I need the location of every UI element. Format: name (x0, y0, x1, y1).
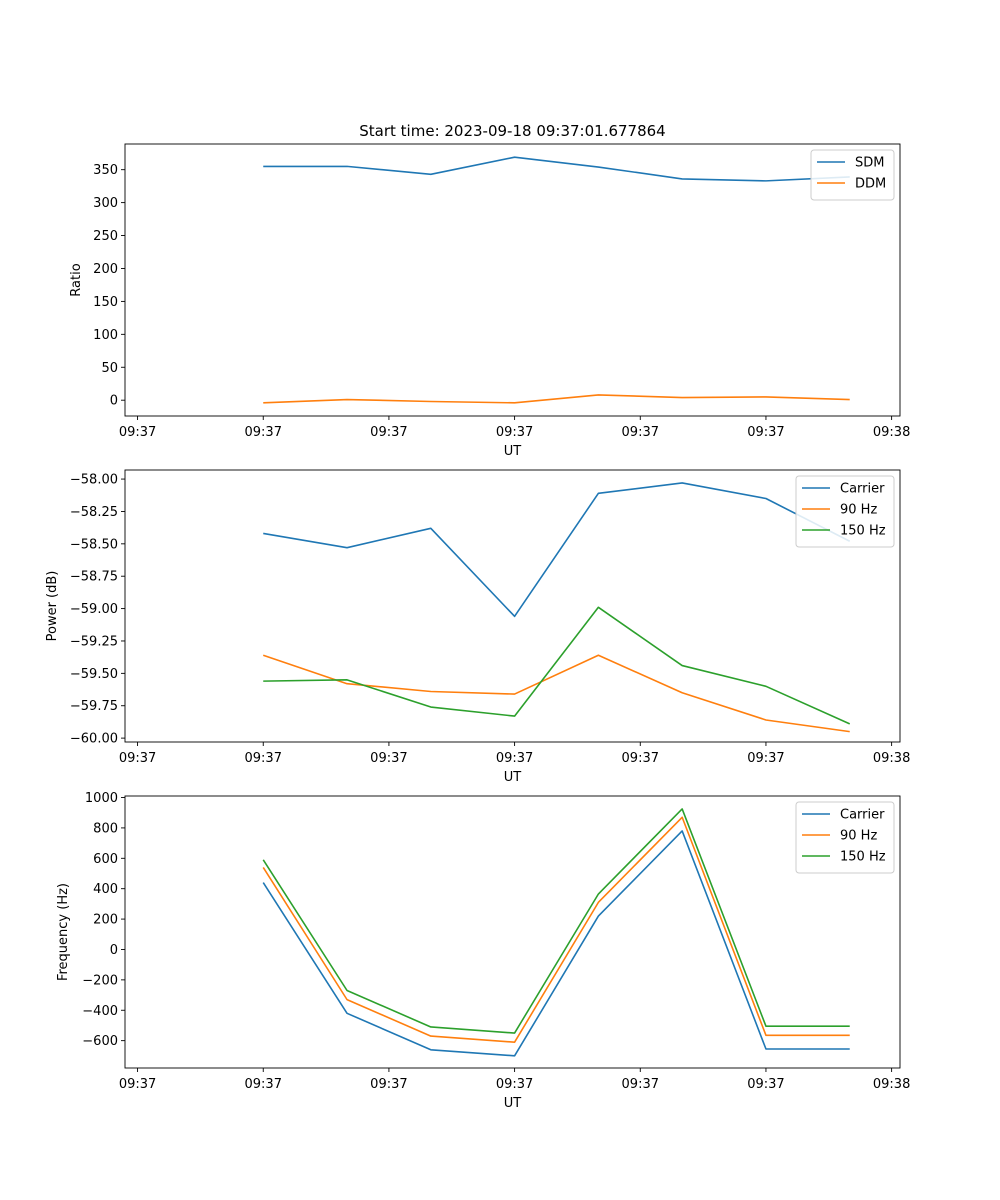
legend-label: Carrier (840, 808, 885, 823)
y-tick-label: 300 (93, 196, 118, 211)
series-line-90-hz (262, 654, 850, 733)
y-tick-label: 200 (93, 913, 118, 928)
y-tick-label: 1000 (85, 791, 118, 806)
chart-panel-2: −60.00 −59.75 −59.50 −59.25 −59.00 −58.75 −58.… (45, 469, 910, 785)
y-tick-label: −58.00 (70, 473, 118, 488)
x-tick-label: 09:38 (873, 425, 910, 440)
series-line-150-hz (263, 606, 851, 725)
x-tick-label: 09:37 (496, 751, 533, 766)
y-axis-label: Frequency (Hz) (56, 883, 71, 981)
series-line-carrier (263, 482, 851, 618)
x-axis-label: UT (504, 1096, 522, 1111)
chart-title: Start time: 2023-09-18 09:37:01.677864 (359, 122, 665, 140)
x-tick-label: 09:37 (747, 751, 784, 766)
series-line-carrier (262, 830, 850, 1057)
series-line-ddm (263, 394, 850, 404)
x-tick-label: 09:37 (747, 1077, 784, 1092)
y-tick-label: −58.75 (70, 570, 118, 585)
y-tick-label: −59.75 (70, 699, 118, 714)
legend: Carrier 90 Hz 150 Hz (795, 801, 895, 874)
y-tick-label: −58.50 (70, 537, 118, 552)
x-tick-label: 09:37 (119, 425, 156, 440)
y-tick-label: 100 (93, 328, 118, 343)
y-tick-label: 200 (93, 262, 118, 277)
y-tick-label: 600 (93, 852, 118, 867)
y-tick-label: 0 (110, 394, 118, 409)
chart-panel-1: Start time: 2023-09-18 09:37:01.677864 0 5… (69, 122, 910, 459)
x-tick-label: 09:37 (622, 425, 659, 440)
x-tick-label: 09:37 (370, 751, 407, 766)
x-tick-label: 09:37 (496, 425, 533, 440)
y-axis-label: Ratio (69, 263, 84, 296)
y-tick-label: −60.00 (70, 732, 118, 747)
y-tick-label: 800 (93, 821, 118, 836)
y-tick-label: −400 (82, 1004, 118, 1019)
legend: Carrier 90 Hz 150 Hz (795, 475, 895, 548)
legend-label: DDM (855, 177, 886, 192)
x-tick-label: 09:37 (747, 425, 784, 440)
axes-frame (124, 143, 901, 417)
y-axis-label: Power (dB) (45, 571, 60, 642)
x-tick-label: 09:37 (119, 1077, 156, 1092)
x-tick-label: 09:37 (370, 425, 407, 440)
x-axis-label: UT (504, 444, 522, 459)
x-tick-label: 09:37 (119, 751, 156, 766)
legend-label: 150 Hz (840, 850, 886, 865)
y-tick-label: −59.00 (70, 602, 118, 617)
y-tick-label: −200 (82, 973, 118, 988)
legend-label: 90 Hz (840, 829, 877, 844)
x-tick-label: 09:37 (370, 1077, 407, 1092)
axes-frame (124, 795, 901, 1069)
y-tick-label: 400 (93, 882, 118, 897)
series-line-sdm (263, 156, 850, 182)
x-tick-label: 09:37 (622, 1077, 659, 1092)
y-tick-label: 50 (101, 361, 118, 376)
x-tick-label: 09:37 (245, 1077, 282, 1092)
x-axis-label: UT (504, 770, 522, 785)
legend-label: Carrier (840, 482, 885, 497)
legend-label: 90 Hz (840, 503, 877, 518)
y-tick-label: −600 (82, 1034, 118, 1049)
y-tick-label: −59.25 (70, 634, 118, 649)
series-line-150-hz (262, 808, 850, 1034)
x-tick-label: 09:37 (245, 751, 282, 766)
x-tick-label: 09:38 (873, 751, 910, 766)
legend-label: 150 Hz (840, 524, 886, 539)
y-tick-label: 150 (93, 295, 118, 310)
chart-panel-3: −600 −400 −200 0 200 400 600 800 1000 09:37 09:37 0… (56, 791, 910, 1111)
x-tick-label: 09:37 (622, 751, 659, 766)
legend-label: SDM (855, 156, 884, 171)
x-tick-label: 09:37 (245, 425, 282, 440)
y-tick-label: 0 (110, 943, 118, 958)
x-tick-label: 09:37 (496, 1077, 533, 1092)
y-tick-label: −58.25 (70, 505, 118, 520)
y-tick-label: −59.50 (70, 667, 118, 682)
series-line-90-hz (262, 816, 850, 1043)
x-tick-label: 09:38 (873, 1077, 910, 1092)
y-tick-label: 350 (93, 163, 118, 178)
axes-frame (124, 469, 901, 743)
y-tick-label: 250 (93, 229, 118, 244)
legend: SDM DDM (810, 149, 895, 201)
